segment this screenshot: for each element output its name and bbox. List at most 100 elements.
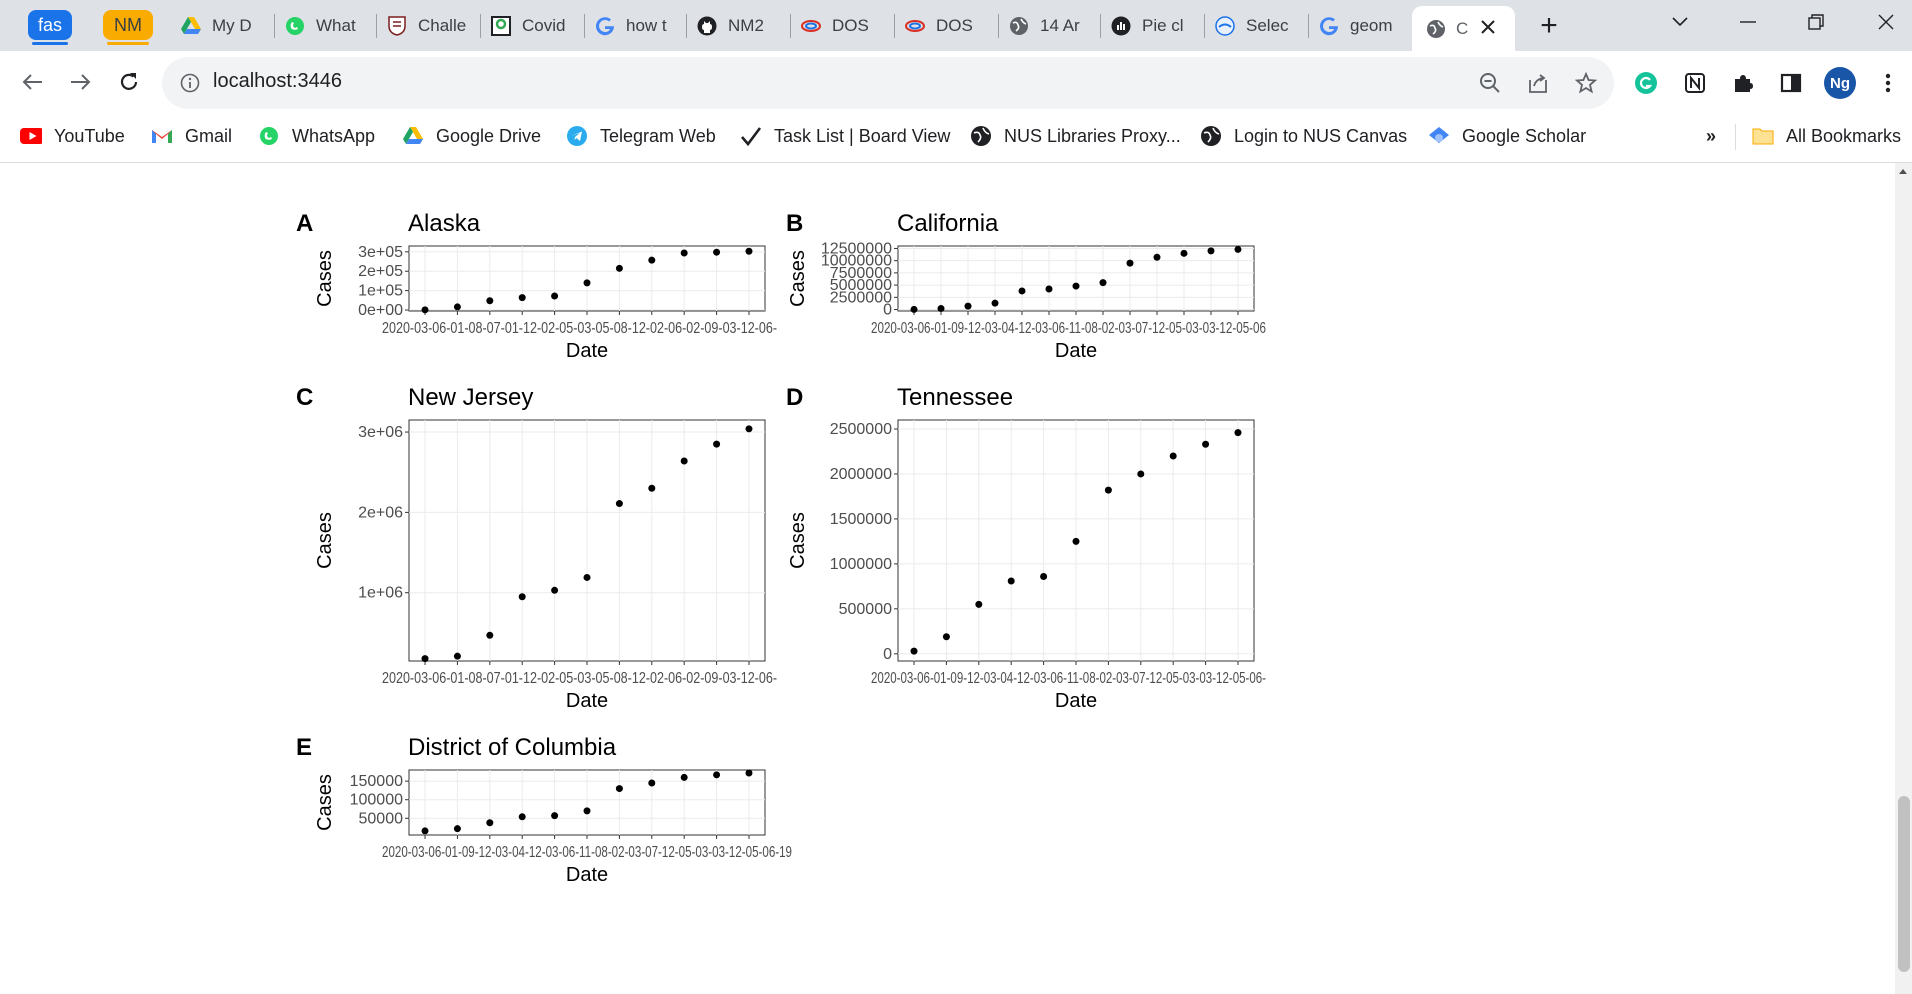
notion-icon [1684, 72, 1706, 94]
bookmark-google-drive[interactable]: Google Drive [402, 122, 541, 150]
data-point [680, 249, 688, 257]
y-tick-label: 1500000 [830, 511, 892, 528]
tab-separator [1204, 14, 1205, 38]
new-tab-button[interactable]: + [1540, 9, 1558, 42]
y-tick-label: 50000 [359, 810, 404, 827]
reload-button[interactable] [113, 66, 145, 98]
x-axis-label: Date [566, 864, 608, 886]
active-tab[interactable]: C [1412, 6, 1515, 51]
arrow-left-icon [21, 73, 43, 91]
bookmark-telegram[interactable]: Telegram Web [566, 122, 716, 150]
tab-title: DOS [832, 16, 869, 35]
folder-icon [1752, 125, 1774, 147]
vertical-scrollbar[interactable] [1895, 163, 1912, 994]
x-axis-label: Date [1055, 340, 1097, 362]
tab-group-fas[interactable]: fas [28, 10, 72, 45]
tab-search-button[interactable] [1650, 0, 1710, 44]
grammarly-extension-button[interactable] [1630, 67, 1662, 99]
close-tab-icon[interactable] [1479, 18, 1497, 36]
data-point [1153, 253, 1161, 261]
y-tick-label: 2000000 [830, 466, 892, 483]
dos-icon [904, 15, 926, 37]
tab-how-to[interactable]: how t [594, 8, 676, 44]
globe-icon [1008, 15, 1030, 37]
bookmark-label: Gmail [185, 125, 233, 146]
extensions-button[interactable] [1727, 67, 1759, 99]
select-icon [1214, 15, 1236, 37]
data-point [1234, 245, 1242, 253]
profile-avatar[interactable]: Ng [1824, 67, 1856, 99]
chrome-menu-button[interactable] [1872, 67, 1904, 99]
bookmark-gmail[interactable]: Gmail [151, 122, 232, 150]
data-point [680, 773, 688, 781]
bookmark-label: Login to NUS Canvas [1234, 125, 1408, 146]
bookmark-whatsapp[interactable]: WhatsApp [258, 122, 375, 150]
globe-icon [970, 125, 992, 147]
tab-select[interactable]: Selec [1214, 8, 1298, 44]
chart-title: District of Columbia [408, 734, 617, 761]
tab-google-drive[interactable]: My D [180, 8, 262, 44]
forward-button[interactable] [65, 66, 97, 98]
restore-button[interactable] [1786, 0, 1846, 44]
zoom-button[interactable] [1474, 67, 1506, 99]
data-point [991, 299, 999, 307]
bookmark-label: Task List | Board View [774, 125, 951, 146]
data-point [453, 652, 461, 660]
all-bookmarks-button[interactable]: All Bookmarks [1752, 122, 1901, 150]
address-bar[interactable] [162, 57, 1614, 109]
site-info-button[interactable] [174, 67, 206, 99]
bookmarks-divider [1735, 124, 1736, 150]
y-tick-label: 5000000 [830, 277, 892, 294]
back-button[interactable] [16, 66, 48, 98]
bookmark-task-list[interactable]: Task List | Board View [740, 122, 950, 150]
tab-covid[interactable]: Covid [490, 8, 574, 44]
tab-separator [686, 14, 687, 38]
bookmarks-overflow-button[interactable]: » [1706, 122, 1716, 150]
tab-dos-2[interactable]: DOS [904, 8, 988, 44]
minimize-icon [1740, 20, 1756, 24]
youtube-icon [20, 125, 42, 147]
data-point [713, 248, 721, 256]
tab-challenge[interactable]: Challe [386, 8, 468, 44]
tab-geom[interactable]: geom [1318, 8, 1402, 44]
tab-github[interactable]: NM2 [696, 8, 778, 44]
notion-extension-button[interactable] [1679, 67, 1711, 99]
minimize-button[interactable] [1718, 0, 1778, 44]
data-point [1126, 259, 1134, 267]
bookmark-star-button[interactable] [1570, 67, 1602, 99]
y-axis-label: Cases [314, 512, 336, 569]
close-window-button[interactable] [1856, 0, 1912, 44]
data-point [937, 305, 945, 313]
bookmark-nus-canvas[interactable]: Login to NUS Canvas [1200, 122, 1407, 150]
tab-separator [274, 14, 275, 38]
scrollbar-thumb[interactable] [1898, 796, 1910, 972]
tab-group-label: fas [37, 14, 62, 35]
tab-group-nm[interactable]: NM [103, 10, 153, 45]
tab-pie-chart[interactable]: Pie cl [1110, 8, 1194, 44]
bookmark-nus-libraries[interactable]: NUS Libraries Proxy... [970, 122, 1181, 150]
bookmark-youtube[interactable]: YouTube [20, 122, 125, 150]
data-point [583, 807, 591, 815]
y-tick-label: 2e+05 [358, 263, 403, 280]
reload-icon [118, 71, 140, 93]
y-tick-label: 1e+06 [358, 585, 403, 602]
tab-dos-1[interactable]: DOS [800, 8, 884, 44]
data-point [551, 812, 559, 820]
bookmark-google-scholar[interactable]: Google Scholar [1428, 122, 1586, 150]
tab-14-ar[interactable]: 14 Ar [1008, 8, 1090, 44]
overflow-glyph: » [1706, 125, 1717, 146]
side-panel-button[interactable] [1775, 67, 1807, 99]
tab-whatsapp[interactable]: What [284, 8, 364, 44]
x-axis-label: Date [1055, 690, 1097, 712]
y-axis-label: Cases [314, 250, 336, 307]
chart-title: California [897, 210, 999, 237]
tab-group-underline [32, 42, 68, 45]
y-tick-label: 2500000 [830, 289, 892, 306]
tab-separator [1308, 14, 1309, 38]
share-button[interactable] [1522, 67, 1554, 99]
url-text[interactable]: localhost:3446 [213, 70, 342, 92]
y-tick-label: 12500000 [821, 240, 892, 257]
scroll-up-arrow-icon[interactable] [1899, 169, 1907, 174]
data-point [1169, 452, 1177, 460]
